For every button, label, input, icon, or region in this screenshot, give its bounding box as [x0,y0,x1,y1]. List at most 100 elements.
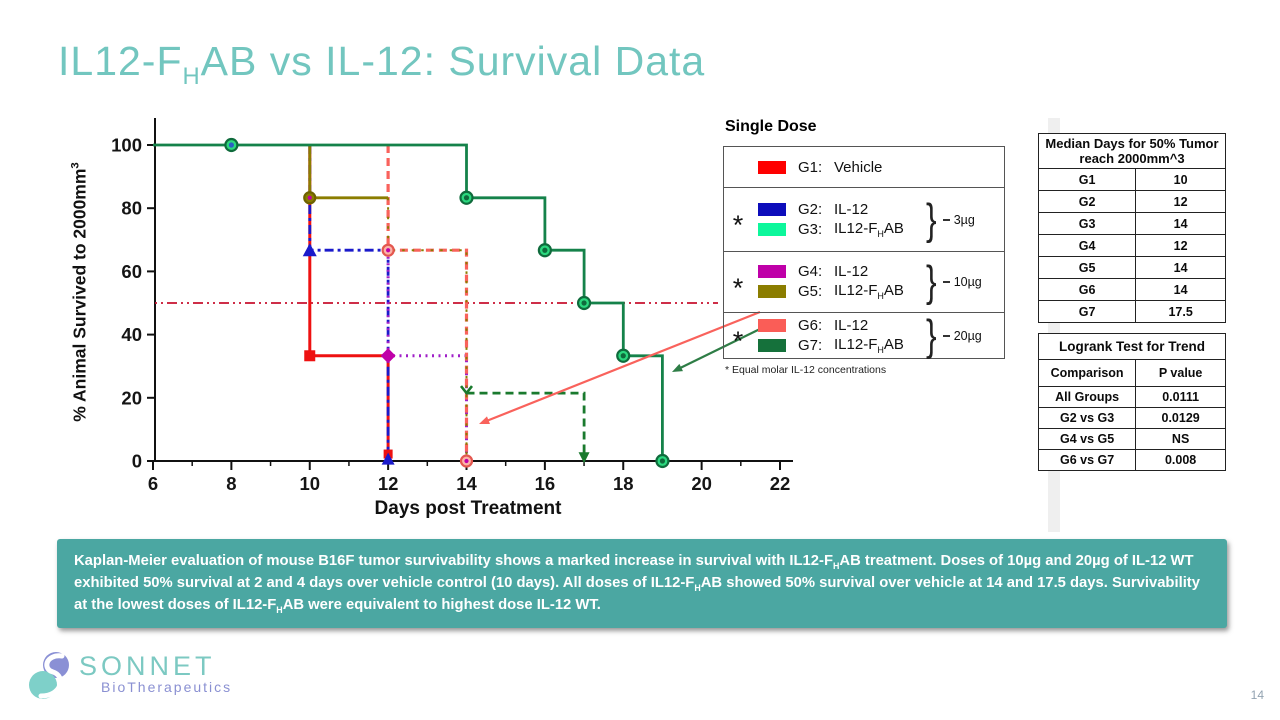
marker-circle-center [581,300,587,306]
survival-curves [153,143,664,461]
x-tick-label: 18 [613,473,634,494]
dose-label-20ug: 20µg [953,328,982,343]
x-tick-label: 20 [691,473,712,494]
g2-name: IL-12 [834,200,869,218]
series-g7-line [153,143,664,461]
table-row: G5 14 [1037,256,1226,279]
legend-row-g7: G7: IL12-FHAB [758,336,924,355]
axes: 0 20 40 60 80 100 6 8 10 12 14 16 18 20 22 [111,118,793,494]
series-g4-line [386,250,468,461]
marker-circle [459,454,474,468]
brace-dash [942,281,950,283]
g5-key: G5: [798,283,823,300]
legend-row-g3: G3: IL12-FHAB [758,220,924,239]
table-row: G3 14 [1037,212,1226,235]
g4-color-swatch [758,265,786,278]
x-tick-label: 6 [148,473,158,494]
g2-color-swatch [758,202,786,216]
g5-name: IL12-FHAB [834,282,904,301]
y-tick-label: 20 [121,387,142,408]
dose-brace-20ug: } 20µg [924,310,1004,360]
legend-row-g6: G6: IL-12 [758,317,924,334]
marker-circle-center [386,248,391,253]
brace-dash [942,334,950,337]
table-row: All Groups 0.0111 [1037,386,1226,408]
median-table-body: G1 10 G2 12 G3 14 G4 12 G5 14 G6 14 G7 17.5 [1037,168,1226,323]
marker-circle-center [463,195,470,201]
y-axis-label: % Animal Survived to 2000mm3 [69,162,90,422]
g2-key: G2: [798,200,823,218]
dose-label-3ug: 3µg [953,212,975,227]
marker-circle-center [620,353,626,359]
logrank-table-header: Logrank Test for Trend [1038,333,1226,360]
x-tick-label: 8 [226,473,236,494]
marker-triangle [381,452,395,465]
marker-square [383,449,393,459]
series-g6-line [386,145,469,461]
logo-tagline: BioTherapeutics [101,679,233,696]
g6-color-swatch [758,318,786,332]
legend-row-g4: G4: IL-12 [758,263,924,280]
series-g2-line [308,145,390,461]
legend-group-3ug: * G2: IL-12 G3: IL12-FHAB } 3µg [724,187,1004,251]
g4-key: G4: [798,263,823,280]
y-tick-label: 100 [111,135,142,156]
marker-circle-center [464,458,469,464]
legend-row-g2: G2: IL-12 [758,201,924,218]
x-tick-label: 16 [535,473,556,494]
x-axis-label: Days post Treatment [374,498,562,519]
g5-color-swatch [758,285,786,298]
marker-square [304,350,316,362]
x-tick-label: 14 [456,473,477,494]
marker-diamond [380,348,396,364]
y-tick-label: 80 [121,198,142,219]
marker-circle [537,243,552,258]
x-tick-label: 12 [378,473,399,494]
y-tick-label: 60 [121,261,142,282]
marker-circle-center [542,247,548,253]
legend-group-vehicle: G1: Vehicle [724,147,1004,187]
brace-glyph: } [926,194,937,244]
company-logo: SONNET BioTherapeutics [28,650,232,704]
g3-color-swatch [758,222,786,236]
g7-name: IL12-FHAB [834,335,904,355]
marker-circle-center [307,195,312,200]
marker-circle [576,295,592,311]
curve-markers [224,137,670,469]
equal-molar-asterisk: * [732,272,744,303]
brace-dash [942,218,950,221]
marker-circle [616,348,631,363]
legend-row-g5: G5: IL12-FHAB [758,282,924,301]
logrank-col-comparison: Comparison [1037,359,1137,387]
asterisk-spacer [724,161,752,173]
legend-row-g1: G1: Vehicle [758,159,924,176]
g1-key: G1: [798,158,823,176]
marker-circle [459,190,474,205]
y-tick-label: 0 [132,451,142,472]
table-row: G4 vs G5 NS [1037,428,1226,450]
summary-text-box: Kaplan-Meier evaluation of mouse B16F tu… [57,539,1227,629]
g6-key: G6: [798,316,823,334]
series-g1-line [308,145,390,461]
legend-footnote: * Equal molar IL-12 concentrations [725,364,887,376]
table-row: G4 12 [1037,234,1226,257]
brace-glyph: } [926,257,937,307]
y-tick-label: 40 [121,324,142,345]
table-row: G6 vs G7 0.008 [1037,449,1226,471]
marker-v-arrow [459,385,474,396]
table-row: G2 vs G3 0.0129 [1037,407,1226,429]
marker-circle [655,453,670,469]
median-table-header: Median Days for 50% Tumor reach 2000mm^3 [1038,133,1226,169]
legend-heading: Single Dose [725,118,817,135]
legend-group-10ug: * G4: IL-12 G5: IL12-FHAB } 10µg [724,251,1004,312]
marker-circle-center [659,458,666,464]
logrank-table: Logrank Test for Trend Comparison P valu… [1037,333,1226,471]
g1-color-swatch [758,160,786,174]
arrow-to-g6-curve [479,310,761,425]
table-row: G6 14 [1037,278,1226,301]
page-title: IL12-FHAB vs IL-12: Survival Data [58,38,706,91]
equal-molar-asterisk: * [732,210,744,240]
series-g5-solid-line [308,145,389,200]
g4-name: IL-12 [834,263,869,280]
brace-glyph: } [926,310,937,360]
